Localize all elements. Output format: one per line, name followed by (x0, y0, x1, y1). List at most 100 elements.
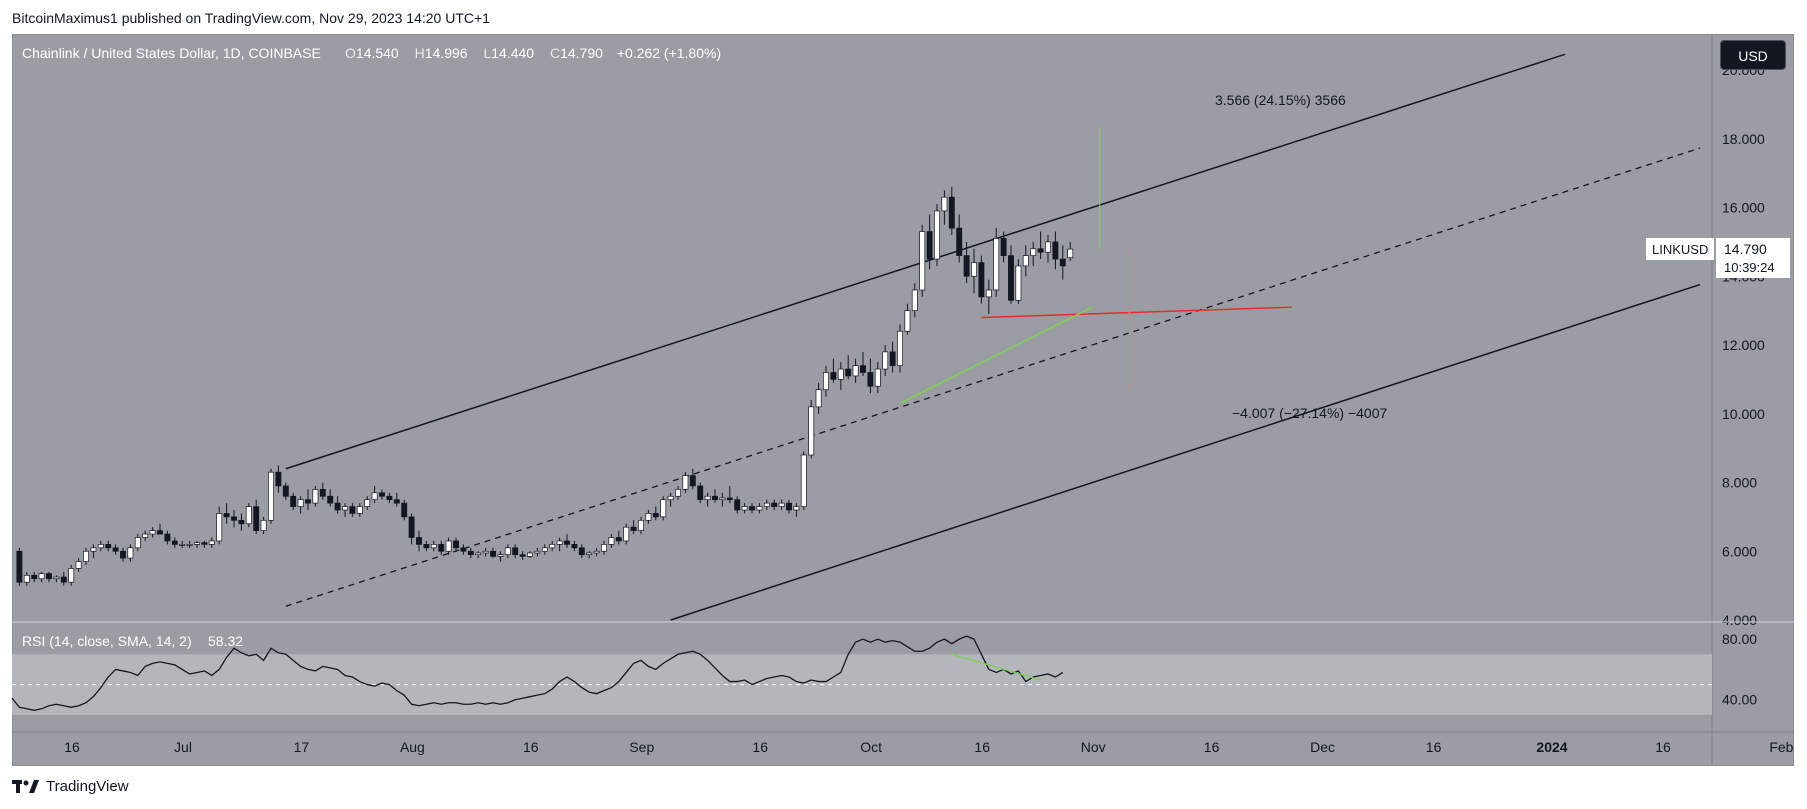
rsi-label: RSI (14, close, SMA, 14, 2) (22, 633, 192, 649)
candle-body (268, 471, 274, 521)
candle-body (482, 550, 489, 554)
candle-body (31, 574, 38, 580)
candle-body (1037, 248, 1044, 253)
time-axis: 16 Jul 17 Aug 16 Sep 16 Oct 16 Nov 16 Dec 16 2024 16 Fe… (12, 731, 1794, 755)
candle (549, 540, 556, 552)
candle-body (386, 495, 393, 501)
candle-body (808, 406, 815, 456)
candle (194, 540, 200, 548)
candle (356, 503, 363, 517)
candle-body (223, 513, 230, 518)
candle (46, 571, 52, 583)
candle (667, 492, 674, 507)
rsi-line (11, 635, 1064, 711)
candle (1000, 231, 1007, 263)
candle (956, 214, 963, 263)
candle (327, 489, 334, 507)
candle (564, 534, 570, 548)
candle-body (253, 506, 260, 531)
candle (75, 558, 82, 572)
candle-body (675, 489, 681, 497)
candle (342, 503, 348, 517)
lower-measure-label: −4.007 (−27.14%) −4007 (1232, 405, 1388, 421)
open-label: O (345, 45, 356, 61)
candle (1045, 235, 1051, 263)
candle-body (201, 542, 208, 545)
publish-info: BitcoinMaximus1 published on TradingView… (12, 10, 490, 26)
candle (608, 534, 615, 548)
candle-body (823, 372, 829, 391)
candle (238, 513, 245, 531)
candle (364, 496, 371, 510)
candle-body (342, 506, 348, 511)
candle (482, 547, 489, 557)
candle (771, 499, 778, 510)
candle (1067, 242, 1074, 262)
candle (749, 503, 755, 514)
candle (386, 492, 393, 504)
candle (712, 489, 718, 504)
candle (689, 468, 696, 490)
candle (578, 544, 585, 559)
candle-body (985, 289, 992, 298)
price-tick-label: 10.000 (1722, 406, 1765, 422)
candle-body (815, 389, 822, 408)
rsi-value: 58.32 (208, 633, 243, 649)
candle-body (164, 533, 171, 542)
candle (919, 224, 926, 297)
candle-body (630, 526, 637, 531)
candle (305, 489, 311, 510)
candle-body (608, 537, 615, 545)
candle (623, 523, 630, 545)
candle-body (290, 495, 297, 507)
candle-body (216, 513, 223, 542)
candle-body (638, 519, 644, 531)
price-tag-countdown: 10:39:24 (1724, 260, 1775, 275)
time-tick-label: Dec (1310, 739, 1335, 755)
candle (393, 492, 400, 507)
candle-body (512, 547, 519, 556)
candle (223, 503, 230, 524)
candle-body (112, 547, 119, 552)
candle-body (416, 537, 422, 545)
candle-body (763, 502, 770, 507)
candle-body (845, 368, 852, 377)
candle (171, 537, 178, 548)
candle (97, 540, 104, 552)
time-tick-label: 16 (1426, 739, 1442, 755)
candle (756, 503, 763, 514)
candle-body (660, 499, 667, 518)
candle (208, 537, 215, 548)
candle (1008, 245, 1014, 304)
candle-body (749, 506, 755, 511)
candle-body (171, 540, 178, 545)
currency-button[interactable]: USD (1720, 40, 1786, 70)
rsi-divergence-line (951, 653, 1041, 681)
candle-body (978, 262, 985, 298)
candle (416, 530, 422, 552)
candle (142, 530, 149, 541)
candle (971, 248, 977, 294)
candle-body (445, 540, 452, 552)
candle (652, 506, 659, 521)
candle (423, 540, 430, 552)
candle-body (941, 196, 948, 212)
price-tick-label: 4.000 (1722, 612, 1757, 628)
time-tick-label: 16 (752, 739, 768, 755)
candle (874, 362, 881, 394)
candle (83, 547, 89, 565)
low-value: 14.440 (491, 45, 534, 61)
candle (815, 382, 822, 414)
footer: TradingView (12, 778, 129, 795)
time-tick-label: Nov (1081, 739, 1106, 755)
candle-body (430, 544, 437, 549)
candle (334, 496, 341, 514)
candle-body (793, 506, 800, 511)
rsi-tick-label: 40.00 (1722, 692, 1757, 708)
candle (179, 540, 186, 548)
candle-body (408, 516, 415, 538)
candle (460, 544, 467, 555)
candle (882, 345, 889, 376)
candle-body (260, 519, 267, 531)
